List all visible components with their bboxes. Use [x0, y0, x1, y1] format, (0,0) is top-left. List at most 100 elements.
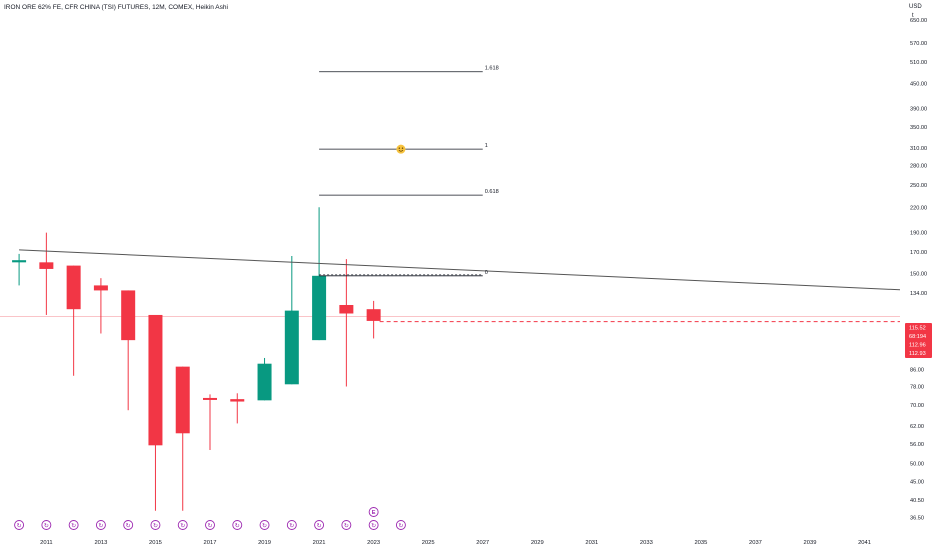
y-tick-label: 50.00 [910, 461, 924, 467]
y-tick-label: 56.00 [910, 442, 924, 448]
event-marker-icon[interactable] [150, 520, 161, 530]
event-marker-icon[interactable] [123, 520, 134, 530]
x-axis: 2011 2013 2015 2017 2019 2021 2023 2025 2027 2029… [40, 540, 871, 546]
last-price-label: 115.52 [909, 325, 926, 331]
y-tick-label: 310.00 [910, 146, 927, 152]
event-glyph: ↻ [371, 522, 376, 529]
event-glyph: ↻ [344, 522, 349, 529]
y-tick-label: 220.00 [910, 205, 927, 211]
event-glyph: ↻ [398, 522, 403, 529]
fib-level-label: 0.618 [485, 189, 499, 195]
event-marker-icon[interactable] [205, 520, 215, 530]
x-tick-label: 2035 [694, 540, 707, 546]
event-glyph: ↻ [71, 522, 76, 529]
x-tick-label: 2039 [804, 540, 817, 546]
y-tick-label: 650.00 [910, 18, 927, 24]
earnings-marker-icon[interactable] [368, 507, 379, 517]
event-marker-icon[interactable] [314, 520, 325, 530]
candle-body[interactable] [312, 275, 327, 341]
candle-body[interactable] [203, 397, 217, 400]
event-marker-icon[interactable] [68, 520, 79, 530]
candles-layer [12, 207, 381, 511]
y-tick-label: 86.00 [910, 368, 924, 374]
emoji-eye-icon [401, 147, 404, 149]
candle-body[interactable] [12, 260, 27, 263]
y-tick-label: 78.00 [910, 385, 924, 391]
event-glyph: ↻ [17, 522, 22, 529]
fib-level-label: 0 [485, 270, 488, 276]
event-marker-icon[interactable] [41, 520, 52, 530]
y-tick-label: 190.00 [910, 231, 927, 237]
event-marker-icon[interactable] [232, 520, 243, 530]
candle-body[interactable] [230, 399, 245, 402]
event-glyph: ↻ [180, 522, 185, 529]
x-tick-label: 2025 [422, 540, 435, 546]
y-tick-label: 134.00 [910, 291, 927, 297]
y-tick-label: 390.00 [910, 106, 927, 112]
event-glyph: ↻ [98, 522, 103, 529]
y-tick-label: 450.00 [910, 82, 927, 88]
events-layer: ↻ ↻ ↻ ↻ ↻ ↻ ↻ ↻ ↻ ↻ ↻ ↻ ↻ ↻ ↻ E [14, 507, 406, 530]
y-tick-label: 250.00 [910, 183, 927, 189]
y-tick-label: 510.00 [910, 60, 927, 66]
event-glyph: ↻ [317, 522, 322, 529]
event-marker-icon[interactable] [341, 520, 352, 530]
event-glyph: ↻ [289, 522, 294, 529]
event-marker-icon[interactable] [395, 520, 406, 530]
currency-label: USD [909, 4, 922, 10]
drawings-layer: 1.618 1 0.618 0 [19, 66, 901, 291]
event-marker-icon[interactable] [14, 520, 25, 530]
x-tick-label: 2019 [258, 540, 271, 546]
candle-body[interactable] [366, 309, 381, 321]
y-tick-label: 350.00 [910, 125, 927, 131]
last-price-badge [905, 323, 932, 358]
candle-body[interactable] [175, 366, 190, 434]
last-price-label: 112.93 [909, 351, 926, 357]
y-tick-label: 45.00 [910, 480, 924, 486]
y-tick-label: 150.00 [910, 271, 927, 277]
candle-body[interactable] [284, 310, 299, 385]
event-marker-icon[interactable] [286, 520, 297, 530]
x-tick-label: 2021 [313, 540, 326, 546]
candle-body[interactable] [39, 262, 54, 269]
y-tick-label: 570.00 [910, 41, 927, 47]
emoji-icon[interactable] [396, 144, 406, 154]
candle-body[interactable] [148, 314, 163, 446]
y-tick-label: 280.00 [910, 164, 927, 170]
x-tick-label: 2015 [149, 540, 162, 546]
event-marker-icon[interactable] [95, 520, 106, 530]
candle-body[interactable] [257, 363, 272, 401]
emoji-mouth-icon [398, 149, 404, 152]
event-glyph: ↻ [126, 522, 131, 529]
event-glyph: ↻ [153, 522, 158, 529]
fib-level-label: 1.618 [485, 66, 499, 72]
event-marker-icon[interactable] [259, 520, 270, 530]
trendline[interactable] [19, 249, 901, 291]
candle-body[interactable] [121, 290, 136, 341]
x-tick-label: 2017 [204, 540, 217, 546]
x-tick-label: 2011 [40, 540, 52, 546]
fib-level-label: 1 [485, 143, 488, 149]
event-glyph: ↻ [44, 522, 49, 529]
y-tick-label: 70.00 [910, 403, 924, 409]
y-tick-label: 36.50 [910, 516, 924, 522]
x-tick-label: 2041 [858, 540, 871, 546]
event-glyph: ↻ [262, 522, 267, 529]
event-marker-icon[interactable] [368, 520, 379, 530]
candle-body[interactable] [93, 285, 108, 291]
x-tick-label: 2027 [476, 540, 489, 546]
candle-body[interactable] [339, 304, 354, 314]
event-marker-icon[interactable] [177, 520, 188, 530]
candle-body[interactable] [66, 265, 81, 310]
last-price-label: 112.96 [909, 342, 926, 348]
unit-label: t [912, 13, 914, 19]
x-tick-label: 2023 [367, 540, 380, 546]
y-axis: 650.00 570.00 510.00 450.00 390.00 350.00 310.… [910, 18, 927, 522]
emoji-eye-icon [398, 147, 401, 149]
x-tick-label: 2031 [585, 540, 598, 546]
x-tick-label: 2013 [94, 540, 107, 546]
last-price-label: 68:194 [909, 334, 926, 340]
x-tick-label: 2033 [640, 540, 653, 546]
chart-title: IRON ORE 62% FE, CFR CHINA (TSI) FUTURES… [4, 4, 228, 11]
